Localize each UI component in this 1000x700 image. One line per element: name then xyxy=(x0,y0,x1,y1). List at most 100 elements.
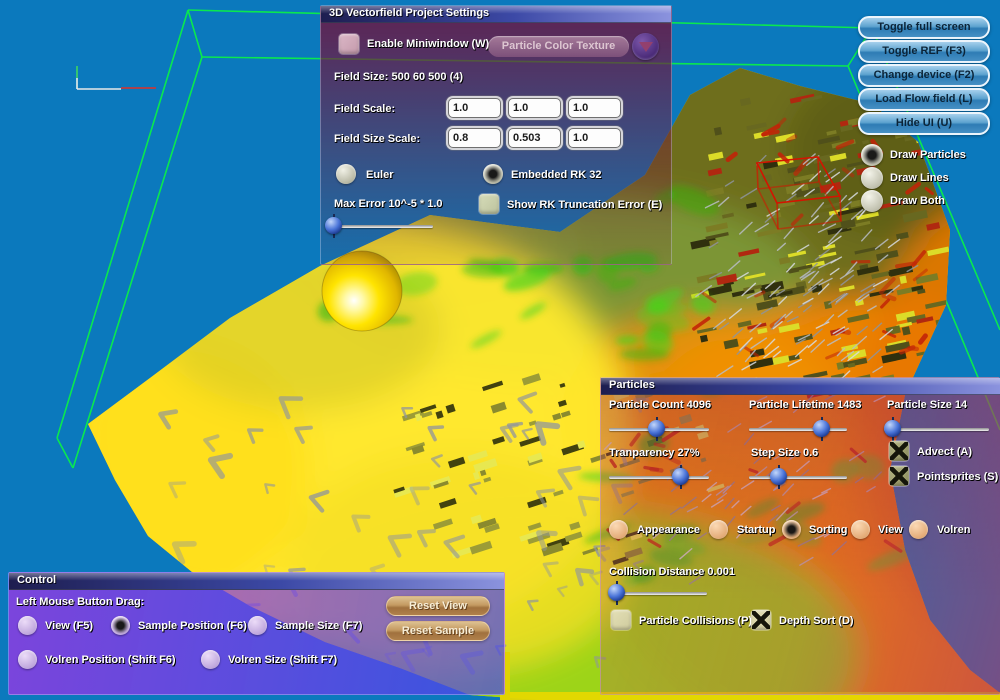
tab-sorting-label: Sorting xyxy=(809,524,848,536)
load-flow-field-button[interactable]: Load Flow field (L) xyxy=(858,88,990,111)
slider-thumb[interactable] xyxy=(325,214,343,238)
sample-size-radio[interactable] xyxy=(248,616,267,635)
step-size-slider[interactable] xyxy=(749,465,847,489)
max-error-slider[interactable] xyxy=(325,214,433,238)
reset-sample-button[interactable]: Reset Sample xyxy=(386,621,490,641)
transparency-slider[interactable] xyxy=(609,465,709,489)
toggle-fullscreen-button[interactable]: Toggle full screen xyxy=(858,16,990,39)
draw-both-radio[interactable] xyxy=(861,190,883,212)
control-titlebar[interactable]: Control xyxy=(9,573,504,590)
particle-size-label: Particle Size 14 xyxy=(887,399,968,411)
rk-truncation-label: Show RK Truncation Error (E) xyxy=(507,199,663,211)
field-scale-x-input[interactable] xyxy=(448,98,501,118)
toggle-ref-button[interactable]: Toggle REF (F3) xyxy=(858,40,990,63)
slider-thumb[interactable] xyxy=(648,417,666,441)
axis-gizmo-icon xyxy=(76,66,156,90)
slider-thumb[interactable] xyxy=(884,417,902,441)
particles-panel: Particles Particle Count 4096 Particle L… xyxy=(600,377,1000,695)
tab-view-radio[interactable] xyxy=(851,520,870,539)
slider-thumb[interactable] xyxy=(770,465,788,489)
slider-thumb[interactable] xyxy=(812,417,831,441)
dropdown-arrow-button[interactable] xyxy=(632,33,659,60)
chevron-down-icon xyxy=(638,42,653,52)
terrain-edge-strip xyxy=(502,652,510,700)
particles-titlebar[interactable]: Particles xyxy=(601,378,1000,395)
euler-label: Euler xyxy=(366,169,394,181)
field-size-scale-label: Field Size Scale: xyxy=(334,133,421,145)
volren-size-radio[interactable] xyxy=(201,650,220,669)
view-f5-label: View (F5) xyxy=(45,620,94,632)
enable-miniwindow-checkbox[interactable] xyxy=(339,34,359,54)
drag-mode-label: Left Mouse Button Drag: xyxy=(16,596,145,608)
hide-ui-button[interactable]: Hide UI (U) xyxy=(858,112,990,135)
tab-sorting-radio[interactable] xyxy=(782,520,801,539)
slider-track xyxy=(749,428,847,431)
field-scale-label: Field Scale: xyxy=(334,103,396,115)
draw-particles-radio[interactable] xyxy=(861,144,883,166)
draw-both-label: Draw Both xyxy=(890,195,945,207)
tab-appearance-radio[interactable] xyxy=(609,520,628,539)
transparency-label: Tranparency 27% xyxy=(609,447,700,459)
slider-track xyxy=(609,476,709,479)
sample-position-radio[interactable] xyxy=(111,616,130,635)
particle-count-label: Particle Count 4096 xyxy=(609,399,712,411)
pointsprites-label: Pointsprites (S) xyxy=(917,471,999,483)
particle-count-slider[interactable] xyxy=(609,417,709,441)
advect-label: Advect (A) xyxy=(917,446,973,458)
sample-position-label: Sample Position (F6) xyxy=(138,620,247,632)
draw-lines-radio[interactable] xyxy=(861,167,883,189)
slider-track xyxy=(327,225,433,228)
view-f5-radio[interactable] xyxy=(18,616,37,635)
depth-sort-label: Depth Sort (D) xyxy=(779,615,854,627)
euler-radio[interactable] xyxy=(336,164,356,184)
tab-view-label: View xyxy=(878,524,903,536)
particle-lifetime-slider[interactable] xyxy=(749,417,847,441)
slider-thumb[interactable] xyxy=(672,465,690,489)
particle-size-slider[interactable] xyxy=(884,417,989,441)
particle-collisions-label: Particle Collisions (P) xyxy=(639,615,753,627)
volren-position-radio[interactable] xyxy=(18,650,37,669)
particle-collisions-checkbox[interactable] xyxy=(611,610,631,630)
particle-lifetime-label: Particle Lifetime 1483 xyxy=(749,399,862,411)
reset-view-button[interactable]: Reset View xyxy=(386,596,490,616)
field-size-scale-x-input[interactable] xyxy=(448,128,501,148)
embedded-rk32-label: Embedded RK 32 xyxy=(511,169,602,181)
tab-volren-label: Volren xyxy=(937,524,971,536)
tab-volren-radio[interactable] xyxy=(909,520,928,539)
pointsprites-checkbox[interactable] xyxy=(889,466,909,486)
sample-size-label: Sample Size (F7) xyxy=(275,620,363,632)
control-panel: Control Left Mouse Button Drag: View (F5… xyxy=(8,572,505,695)
embedded-rk32-radio[interactable] xyxy=(483,164,503,184)
collision-distance-label: Collision Distance 0.001 xyxy=(609,566,735,578)
field-size-label: Field Size: 500 60 500 (4) xyxy=(334,71,464,83)
field-size-scale-z-input[interactable] xyxy=(568,128,621,148)
project-settings-titlebar[interactable]: 3D Vectorfield Project Settings xyxy=(321,6,671,23)
project-settings-panel: 3D Vectorfield Project Settings Enable M… xyxy=(320,5,672,265)
depth-sort-checkbox[interactable] xyxy=(751,610,771,630)
field-size-scale-y-input[interactable] xyxy=(508,128,561,148)
field-scale-z-input[interactable] xyxy=(568,98,621,118)
slider-track xyxy=(609,592,707,595)
slider-track xyxy=(884,428,989,431)
volren-position-label: Volren Position (Shift F6) xyxy=(45,654,176,666)
draw-particles-label: Draw Particles xyxy=(890,149,966,161)
tab-startup-label: Startup xyxy=(737,524,776,536)
tab-startup-radio[interactable] xyxy=(709,520,728,539)
volren-size-label: Volren Size (Shift F7) xyxy=(228,654,338,666)
collision-distance-slider[interactable] xyxy=(607,581,707,605)
slider-track xyxy=(749,476,847,479)
draw-lines-label: Draw Lines xyxy=(890,172,949,184)
step-size-label: Step Size 0.6 xyxy=(751,447,819,459)
enable-miniwindow-label: Enable Miniwindow (W) xyxy=(367,38,490,50)
advect-checkbox[interactable] xyxy=(889,441,909,461)
max-error-label: Max Error 10^-5 * 1.0 xyxy=(334,198,443,210)
change-device-button[interactable]: Change device (F2) xyxy=(858,64,990,87)
sample-region-box[interactable] xyxy=(755,156,843,230)
tab-appearance-label: Appearance xyxy=(637,524,700,536)
particle-color-texture-dropdown[interactable]: Particle Color Texture xyxy=(488,36,629,57)
field-scale-y-input[interactable] xyxy=(508,98,561,118)
terrain-edge-strip xyxy=(500,692,1000,700)
rk-truncation-checkbox[interactable] xyxy=(479,194,499,214)
slider-thumb[interactable] xyxy=(607,581,626,605)
